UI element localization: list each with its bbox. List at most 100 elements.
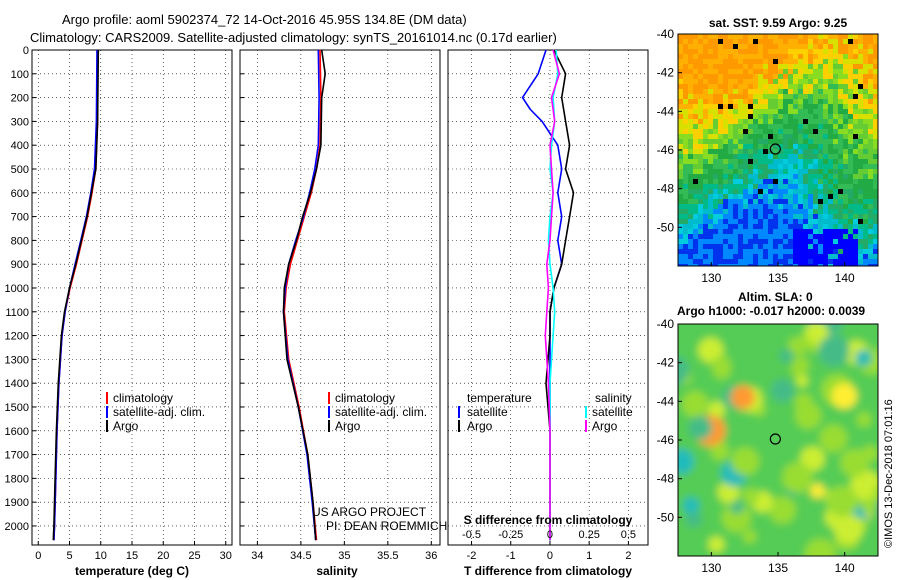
sst-cell [783, 154, 789, 160]
sst-cell [813, 94, 819, 100]
sst-cell [728, 169, 734, 175]
sst-cell [718, 89, 724, 95]
sst-cell [733, 184, 739, 190]
sst-cell [733, 214, 739, 220]
sst-cell [848, 134, 854, 140]
sst-cell [703, 119, 709, 125]
sst-cell [688, 114, 694, 120]
sst-cell [823, 49, 829, 55]
sst-cell [833, 69, 839, 75]
sst-cell [718, 104, 724, 110]
sst-cell [703, 84, 709, 90]
sst-cell [733, 174, 739, 180]
sst-cell [798, 64, 804, 70]
sst-cell [818, 74, 824, 80]
sst-cell [773, 44, 779, 50]
sst-cell [733, 134, 739, 140]
sst-cell [753, 109, 759, 115]
sst-cell [723, 59, 729, 65]
sst-cell [718, 224, 724, 230]
sst-cell [843, 264, 849, 266]
sst-cell [698, 264, 704, 266]
sst-cell [788, 139, 794, 145]
sst-cell [758, 244, 764, 250]
sst-cell [763, 109, 769, 115]
sst-cell [718, 64, 724, 70]
sst-cell [778, 259, 784, 265]
sst-cell [808, 179, 814, 185]
sst-cell [738, 69, 744, 75]
sst-cell [708, 234, 714, 240]
sst-cell [758, 134, 764, 140]
sst-cell [723, 184, 729, 190]
sst-cell [733, 254, 739, 260]
sst-cell [833, 119, 839, 125]
sst-cell [738, 79, 744, 85]
sst-cell [783, 234, 789, 240]
sst-cell [713, 229, 719, 235]
sst-cell [798, 244, 804, 250]
sst-cell [698, 174, 704, 180]
sst-cell [723, 169, 729, 175]
sst-cell [858, 89, 864, 95]
temperature-x-ticks: 0 5 10 15 20 25 30 [35, 541, 232, 562]
map-lat-label: -50 [657, 220, 675, 234]
sst-cell [873, 189, 878, 195]
sst-cell [703, 174, 709, 180]
temperature-series [52, 49, 100, 541]
x-tick-label: 34.5 [290, 550, 311, 562]
legend-swatch-temp-argo [458, 420, 460, 432]
sst-cell [818, 259, 824, 265]
sst-cell [853, 84, 859, 90]
sst-cell [813, 39, 819, 45]
difference-x-ticks: -2 -1 0 1 2 [467, 541, 631, 562]
sst-cell [808, 44, 814, 50]
sst-cell [823, 214, 829, 220]
sst-cell [743, 139, 749, 145]
sst-cell [868, 144, 874, 150]
sst-cell [868, 99, 874, 105]
sst-cell [858, 189, 864, 195]
sst-cell [788, 89, 794, 95]
sst-cell [688, 184, 694, 190]
sst-cell [803, 139, 809, 145]
sst-cell [828, 79, 834, 85]
sst-cell [693, 159, 699, 165]
sst-cell [788, 209, 794, 215]
sst-cell [823, 189, 829, 195]
sst-cell [808, 104, 814, 110]
sst-cell [763, 114, 769, 120]
sst-cell [848, 204, 854, 210]
sst-cell [783, 194, 789, 200]
sst-cell [718, 109, 724, 115]
sst-cell [798, 49, 804, 55]
sst-cell [843, 74, 849, 80]
sst-cell [713, 74, 719, 80]
sst-cell [733, 234, 739, 240]
sst-cell [843, 149, 849, 155]
sst-cell [788, 249, 794, 255]
sst-cell [833, 184, 839, 190]
sst-cell [833, 209, 839, 215]
sst-cell [733, 179, 739, 185]
sst-cell [738, 134, 744, 140]
sst-cell [803, 109, 809, 115]
depth-tick-label: 1800 [5, 473, 29, 485]
sst-cell [793, 64, 799, 70]
sst-cell [688, 59, 694, 65]
sst-cell [848, 219, 854, 225]
sst-cell [743, 184, 749, 190]
sst-cell [783, 139, 789, 145]
sst-cell [813, 214, 819, 220]
sst-cell [748, 239, 754, 245]
sst-cell [793, 59, 799, 65]
sst-cell [698, 229, 704, 235]
sst-cell [718, 249, 724, 255]
sst-cell [703, 239, 709, 245]
sst-cell [748, 34, 754, 40]
sst-cell [858, 164, 864, 170]
sst-cell [693, 234, 699, 240]
sst-cell [823, 104, 829, 110]
sst-cell [803, 124, 809, 130]
sst-cell [768, 154, 774, 160]
